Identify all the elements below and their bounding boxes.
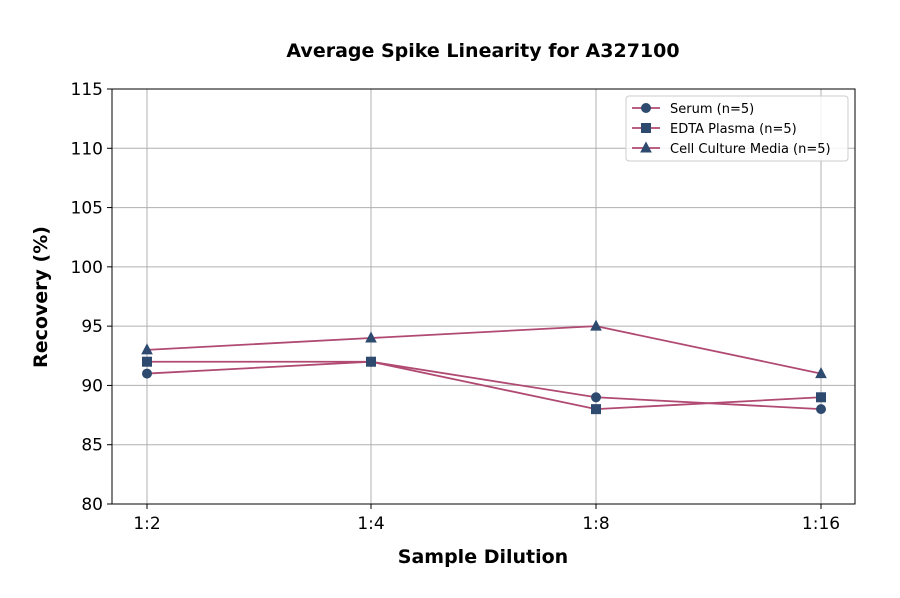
marker-square [142,356,152,367]
x-tick-label: 1:4 [357,514,384,534]
series-line [147,360,822,411]
x-axis-label: Sample Dilution [398,546,568,568]
marker-square [366,356,376,367]
y-tick-label: 90 [81,376,103,396]
y-tick-label: 85 [81,436,103,456]
series-line [146,325,822,375]
y-tick-label: 80 [81,495,103,515]
legend-label: Cell Culture Media (n=5) [670,142,831,157]
marker-square [591,404,601,415]
y-tick-label: 100 [71,258,103,278]
marker-circle [142,368,152,379]
legend-box [625,95,849,162]
y-tick-label: 95 [81,317,103,337]
y-tick-label: 110 [71,139,103,159]
marker-circle [591,392,601,403]
y-tick-label: 115 [71,80,103,100]
marker-triangle [141,343,153,355]
marker-triangle [815,366,827,379]
chart-title: Average Spike Linearity for A327100 [286,40,679,62]
marker-triangle [365,331,377,343]
marker-square [816,392,826,403]
x-tick-label: 1:8 [582,514,609,534]
plot-frame [111,88,856,505]
legend-label: Serum (n=5) [670,102,754,117]
legend-label: EDTA Plasma (n=5) [670,122,797,137]
series-triangle [141,319,827,379]
y-axis-label: Recovery (%) [30,226,52,368]
series-square [142,356,826,415]
x-tick-label: 1:16 [802,514,840,534]
legend: Serum (n=5) EDTA Plasma (n=5) Cell Culture… [625,95,849,162]
marker-triangle [640,141,652,153]
marker-circle [816,404,826,415]
y-tick-label: 105 [71,199,103,219]
marker-square [641,123,651,133]
marker-triangle [590,319,602,331]
marker-circle [641,103,651,113]
x-tick-label: 1:2 [133,514,160,534]
